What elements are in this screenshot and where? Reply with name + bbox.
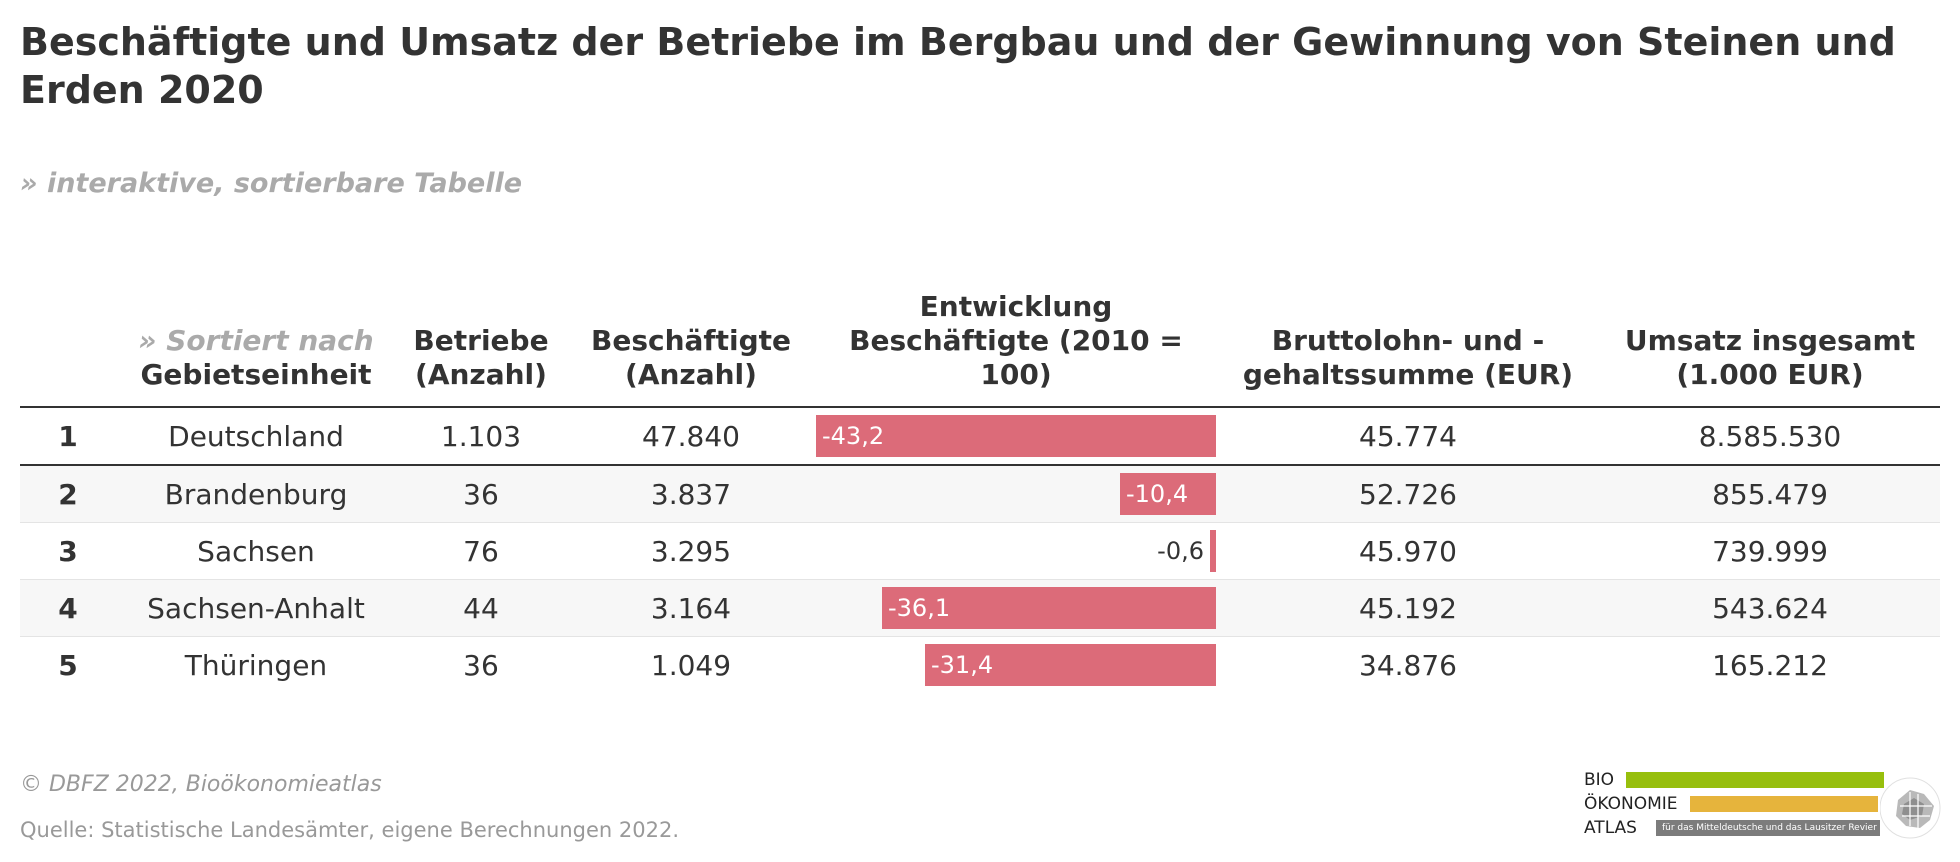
entwicklung-bar-label: -10,4	[1126, 480, 1189, 508]
entwicklung-bar	[1120, 473, 1216, 515]
header-entwicklung[interactable]: Entwicklung Beschäftigte (2010 = 100)	[849, 290, 1183, 391]
entwicklung-bar	[816, 415, 1216, 457]
entwicklung-bar	[925, 644, 1216, 686]
entwicklung-cell: -31,4	[816, 637, 1216, 694]
entwicklung-cell: -43,2	[816, 407, 1216, 465]
entwicklung-cell: -36,1	[816, 580, 1216, 637]
rank-cell: 4	[58, 591, 78, 625]
table-row: 4 Sachsen-Anhalt 44 3.164 -36,1 45.192 5…	[20, 579, 1940, 637]
region-cell: Sachsen-Anhalt	[147, 591, 365, 625]
data-table: » Sortiert nach Gebietseinheit Betriebe …	[20, 290, 1940, 693]
header-beschaeftigte[interactable]: Beschäftigte (Anzahl)	[590, 324, 791, 391]
beschaeftigte-cell: 3.295	[650, 534, 732, 568]
entwicklung-cell: -0,6	[816, 523, 1216, 580]
beschaeftigte-cell: 3.837	[650, 477, 732, 511]
lohn-cell: 45.192	[1359, 591, 1457, 625]
map-icon	[1880, 777, 1941, 839]
copyright-note: © DBFZ 2022, Bioökonomieatlas	[20, 772, 382, 797]
lohn-cell: 45.970	[1359, 534, 1457, 568]
chart-title: Beschäftigte und Umsatz der Betriebe im …	[20, 20, 1896, 112]
lohn-cell: 45.774	[1359, 419, 1457, 453]
betriebe-cell: 36	[463, 648, 499, 682]
sort-hint: » Sortiert nach	[138, 324, 374, 357]
rank-cell: 5	[58, 648, 78, 682]
betriebe-cell: 76	[463, 534, 499, 568]
umsatz-cell: 855.479	[1712, 477, 1828, 511]
umsatz-cell: 543.624	[1712, 591, 1828, 625]
header-rank	[20, 290, 116, 407]
entwicklung-bar	[1210, 530, 1216, 572]
entwicklung-cell: -10,4	[816, 465, 1216, 523]
interactive-table-link[interactable]: » interaktive, sortierbare Tabelle	[20, 168, 523, 199]
entwicklung-bar-label: -36,1	[888, 594, 951, 622]
header-betriebe[interactable]: Betriebe (Anzahl)	[413, 324, 549, 391]
beschaeftigte-cell: 3.164	[650, 591, 732, 625]
entwicklung-bar-label: -0,6	[1157, 537, 1204, 565]
betriebe-cell: 1.103	[440, 419, 522, 453]
region-cell: Thüringen	[184, 648, 328, 682]
logo-word-atlas: ATLAS	[1584, 818, 1637, 838]
logo-tagline: für das Mitteldeutsche und das Lausitzer…	[1656, 820, 1880, 836]
rank-cell: 2	[58, 477, 78, 511]
header-region[interactable]: » Sortiert nach Gebietseinheit	[116, 290, 396, 407]
table-header-row: » Sortiert nach Gebietseinheit Betriebe …	[20, 290, 1940, 407]
betriebe-cell: 36	[463, 477, 499, 511]
table-row: 3 Sachsen 76 3.295 -0,6 45.970 739.999	[20, 523, 1940, 580]
bioeconomy-atlas-logo: BIO ÖKONOMIE ATLAS für das Mitteldeutsch…	[1584, 768, 1944, 858]
lohn-cell: 34.876	[1359, 648, 1457, 682]
region-cell: Brandenburg	[164, 477, 348, 511]
table-row: 5 Thüringen 36 1.049 -31,4 34.876 165.21…	[20, 637, 1940, 694]
region-cell: Sachsen	[197, 534, 315, 568]
rank-cell: 1	[58, 419, 78, 453]
logo-stripe-yellow	[1690, 796, 1878, 812]
umsatz-cell: 739.999	[1712, 534, 1828, 568]
source-note: Quelle: Statistische Landesämter, eigene…	[20, 818, 679, 842]
logo-word-oekonomie: ÖKONOMIE	[1584, 794, 1678, 814]
rank-cell: 3	[58, 534, 78, 568]
table-row: 2 Brandenburg 36 3.837 -10,4 52.726 855.…	[20, 465, 1940, 523]
header-umsatz[interactable]: Umsatz insgesamt (1.000 EUR)	[1624, 324, 1916, 391]
betriebe-cell: 44	[463, 591, 499, 625]
entwicklung-bar	[882, 587, 1216, 629]
table-row: 1 Deutschland 1.103 47.840 -43,2 45.774 …	[20, 407, 1940, 465]
logo-word-bio: BIO	[1584, 770, 1615, 790]
entwicklung-bar-label: -31,4	[931, 651, 994, 679]
logo-stripe-green	[1626, 772, 1884, 788]
entwicklung-bar-label: -43,2	[822, 422, 885, 450]
lohn-cell: 52.726	[1359, 477, 1457, 511]
umsatz-cell: 165.212	[1712, 648, 1828, 682]
beschaeftigte-cell: 1.049	[650, 648, 732, 682]
region-cell: Deutschland	[168, 419, 344, 453]
header-lohn[interactable]: Bruttolohn- und - gehaltssumme (EUR)	[1242, 324, 1574, 391]
beschaeftigte-cell: 47.840	[642, 419, 740, 453]
header-region-label: Gebietseinheit	[140, 358, 372, 391]
umsatz-cell: 8.585.530	[1698, 419, 1842, 453]
